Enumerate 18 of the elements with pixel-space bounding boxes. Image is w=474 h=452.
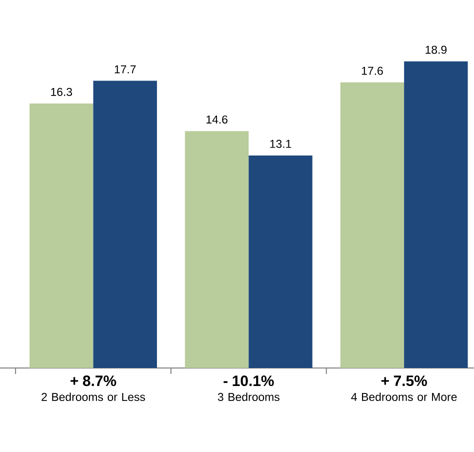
data-label: 16.3 [51, 88, 72, 96]
text: - 10.1% [224, 376, 274, 386]
x-tick-label: 3 Bedrooms [218, 392, 280, 402]
bar [248, 155, 312, 368]
bar [184, 131, 249, 368]
bar [340, 82, 404, 368]
text: + 7.5% [381, 376, 427, 386]
data-label: 17.6 [362, 66, 383, 75]
bar [404, 61, 468, 368]
x-tick-label: 2 Bedrooms or Less [42, 392, 146, 402]
bar [30, 104, 94, 368]
x-tick-label: 4 Bedrooms or More [351, 392, 457, 401]
data-label: 18.9 [426, 46, 447, 54]
bar [93, 80, 157, 368]
data-label: 13.1 [270, 140, 292, 148]
data-label: 17.7 [114, 65, 136, 74]
data-label: 14.6 [206, 115, 228, 124]
text: + 8.7% [70, 376, 116, 386]
